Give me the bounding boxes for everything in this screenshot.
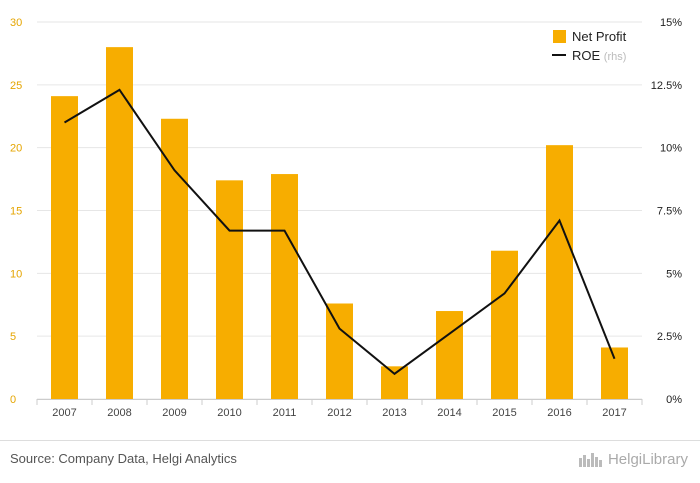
roe-line: [63, 88, 616, 376]
source-note: Source: Company Data, Helgi Analytics: [10, 451, 237, 466]
bar-net-profit: [161, 118, 188, 399]
right-axis-tick-label: 10%: [660, 143, 682, 155]
bar-net-profit: [491, 250, 518, 399]
x-axis-tick-label: 2016: [547, 407, 571, 419]
bar-net-profit: [326, 303, 353, 399]
left-axis-tick-label: 30: [10, 17, 22, 29]
bar-net-profit: [381, 366, 408, 399]
x-axis-tick-label: 2008: [107, 407, 131, 419]
right-axis-tick-label: 7.5%: [657, 206, 682, 218]
x-axis-tick-label: 2011: [273, 407, 297, 419]
bar-net-profit: [106, 47, 133, 400]
brand-name: HelgiLibrary: [607, 450, 688, 468]
footer-divider: [0, 440, 700, 441]
right-axis-tick-label: 2.5%: [657, 331, 682, 343]
bar-net-profit: [601, 347, 628, 399]
left-axis-tick-label: 15: [10, 206, 22, 218]
legend-swatch-net-profit: [553, 30, 566, 43]
legend-label-roe: ROE (rhs): [572, 48, 626, 63]
x-axis-tick-label: 2014: [437, 407, 461, 419]
bar-net-profit: [271, 174, 298, 399]
left-axis-tick-label: 0: [10, 394, 16, 406]
left-axis-tick-label: 20: [10, 143, 22, 155]
x-axis-tick-label: 2015: [492, 407, 516, 419]
left-axis-tick-label: 5: [10, 331, 16, 343]
right-axis-tick-label: 0%: [666, 394, 682, 406]
bar-net-profit: [216, 180, 243, 399]
x-axis-tick-label: 2012: [327, 407, 351, 419]
x-axis-tick-label: 2017: [602, 407, 626, 419]
right-axis-tick-label: 12.5%: [651, 80, 682, 92]
brand-logo: HelgiLibrary: [578, 448, 688, 470]
legend-label-net-profit: Net Profit: [572, 29, 627, 44]
x-axis-tick-label: 2009: [162, 407, 186, 419]
chart-plot: 0 0% 5 2.5% 10 5% 15 7.5% 20 10% 25 12.5% 30 15% 2007 2…: [10, 17, 682, 419]
right-axis-tick-label: 5%: [666, 268, 682, 280]
x-axis-tick-label: 2010: [217, 407, 241, 419]
x-axis-tick-label: 2013: [382, 407, 406, 419]
bar-net-profit: [51, 96, 78, 399]
legend-label-roe-suffix: (rhs): [604, 51, 627, 63]
left-axis-tick-label: 25: [10, 80, 22, 92]
right-axis-tick-label: 15%: [660, 17, 682, 29]
bar-net-profit: [436, 311, 463, 399]
library-logo-icon: [578, 453, 602, 467]
x-axis-tick-label: 2007: [52, 407, 76, 419]
bar-net-profit: [546, 145, 573, 399]
left-axis-tick-label: 10: [10, 268, 22, 280]
